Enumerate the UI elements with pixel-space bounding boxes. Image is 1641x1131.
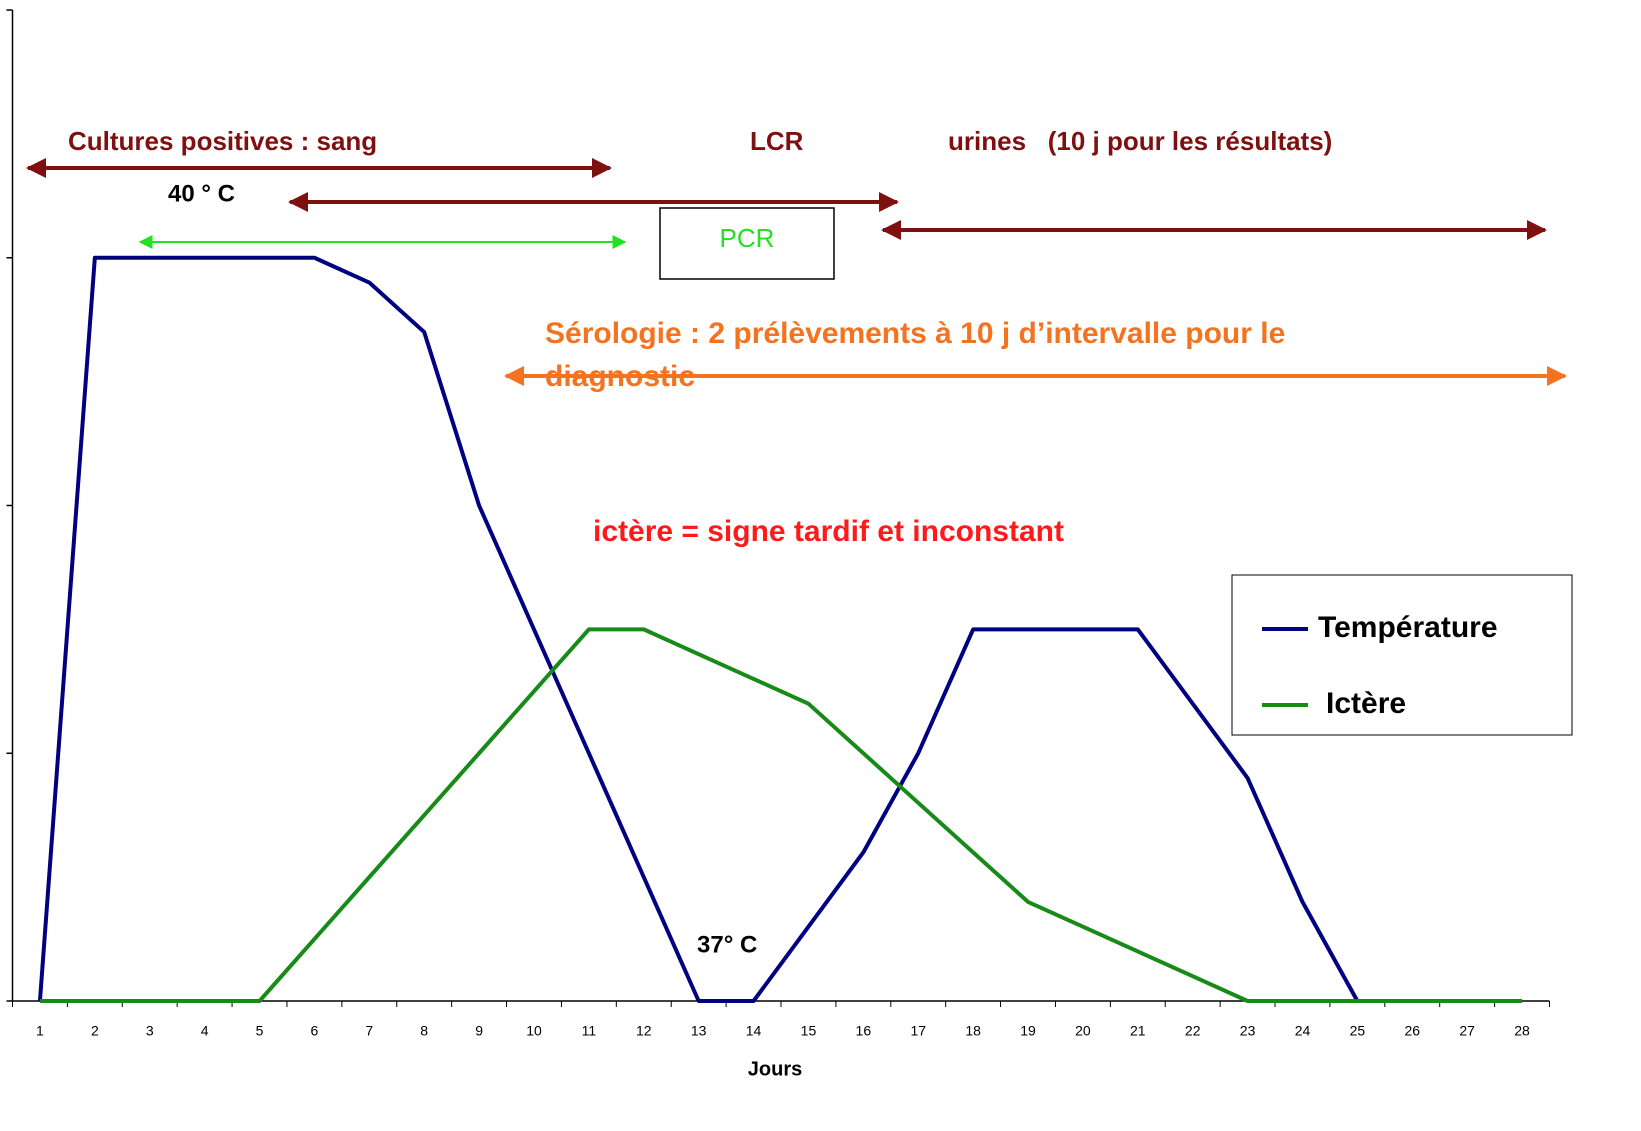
legend-label: Température [1318, 611, 1498, 644]
x-tick-label: 26 [1404, 1023, 1420, 1039]
x-tick-label: 15 [801, 1023, 817, 1039]
x-tick-label: 19 [1020, 1023, 1036, 1039]
x-tick-label: 8 [420, 1023, 428, 1039]
x-tick-label: 14 [746, 1023, 762, 1039]
annotation: Cultures positives : sang [68, 126, 377, 156]
x-tick-label: 21 [1130, 1023, 1146, 1039]
line [39, 627, 1523, 1003]
x-tick-label: 23 [1240, 1023, 1256, 1039]
annotation: 37° C [697, 931, 757, 958]
legend-box [1231, 574, 1573, 736]
x-tick-label: 5 [256, 1023, 264, 1039]
annotation: 40 ° C [168, 180, 235, 207]
x-tick-label: 13 [691, 1023, 707, 1039]
x-axis-label: Jours [748, 1058, 802, 1080]
x-tick-label: 6 [311, 1023, 319, 1039]
annotation: urines (10 j pour les résultats) [948, 126, 1332, 156]
annotation-arrows [26, 158, 1567, 386]
x-tick-label: 18 [965, 1023, 981, 1039]
x-tick-label: 11 [582, 1023, 597, 1039]
x-tick-label: 4 [201, 1023, 209, 1039]
annotation: LCR [750, 126, 804, 156]
x-tick-label: 10 [526, 1023, 542, 1039]
annotation: PCR [720, 223, 775, 253]
x-tick-label: 24 [1295, 1023, 1311, 1039]
x-tick-label: 3 [146, 1023, 154, 1039]
x-tick-label: 7 [365, 1023, 373, 1039]
annotation: Sérologie : 2 prélèvements à 10 j d’inte… [545, 317, 1285, 350]
x-tick-label: 1 [36, 1023, 44, 1039]
x-tick-label: 28 [1514, 1023, 1530, 1039]
x-tick-label: 16 [856, 1023, 872, 1039]
legend-label: Ictère [1326, 687, 1406, 720]
annotation: diagnostic [545, 360, 695, 393]
pcr-box [659, 207, 835, 280]
x-tick-label: 25 [1350, 1023, 1366, 1039]
line [37, 255, 1523, 1003]
x-tick-label: 20 [1075, 1023, 1091, 1039]
x-tick-label: 27 [1459, 1023, 1475, 1039]
annotation: ictère = signe tardif et inconstant [593, 515, 1064, 548]
x-tick-label: 2 [91, 1023, 99, 1039]
x-tick-label: 12 [636, 1023, 652, 1039]
x-tick-label: 22 [1185, 1023, 1201, 1039]
x-tick-label: 9 [475, 1023, 483, 1039]
x-tick-label: 17 [910, 1023, 926, 1039]
